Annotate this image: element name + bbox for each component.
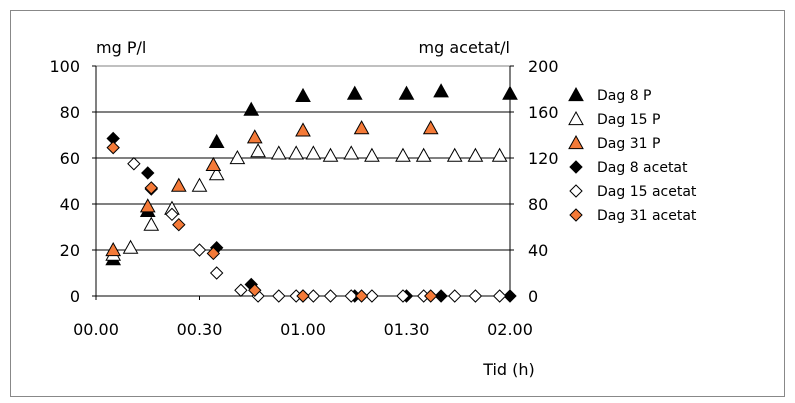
- legend-label: Dag 31 P: [597, 136, 660, 152]
- data-point: [433, 83, 449, 98]
- data-point: [354, 289, 369, 303]
- y-left-tick-label: 100: [49, 57, 80, 76]
- y-left-axis-label: mg P/l: [96, 38, 146, 57]
- data-point: [209, 266, 224, 280]
- legend-marker: [568, 110, 584, 126]
- data-point: [398, 85, 415, 100]
- legend-marker: [568, 86, 584, 102]
- legend-label: Dag 15 P: [597, 112, 660, 128]
- data-point: [122, 239, 139, 254]
- data-point: [144, 181, 158, 195]
- data-point: [353, 120, 370, 135]
- data-point: [229, 149, 246, 165]
- data-point: [165, 207, 179, 222]
- data-point: [424, 289, 438, 303]
- y-left-tick-label: 40: [60, 195, 80, 214]
- data-point: [270, 145, 287, 160]
- data-point: [446, 147, 463, 162]
- data-marks: [105, 83, 518, 303]
- data-point: [234, 283, 248, 297]
- y-right-tick-label: 160: [528, 103, 559, 122]
- data-point: [492, 289, 507, 303]
- data-point: [322, 147, 339, 162]
- plot-area: [95, 65, 511, 297]
- data-point: [305, 145, 322, 160]
- data-point: [468, 289, 483, 303]
- y-right-tick-label: 40: [528, 241, 548, 260]
- x-tick-label: 01.30: [384, 320, 430, 339]
- y-left-tick-label: 0: [70, 287, 80, 306]
- y-left-tick-label: 60: [60, 149, 80, 168]
- data-point: [295, 87, 311, 102]
- tick-labels: 0 20 40 60 80 100 0 40 80 120 160 200 00.00 00.30 01.0…: [49, 57, 558, 339]
- y-right-axis-label: mg acetat/l: [419, 38, 510, 57]
- x-tick-label: 01.00: [280, 320, 326, 339]
- data-point: [344, 289, 358, 303]
- data-point: [343, 145, 360, 160]
- data-point: [491, 147, 508, 162]
- data-point: [503, 289, 517, 303]
- data-point: [248, 283, 262, 297]
- data-point: [288, 145, 305, 160]
- data-point: [250, 143, 266, 158]
- legend-label: Dag 8 P: [597, 88, 652, 104]
- data-point: [415, 147, 432, 162]
- data-point: [448, 289, 462, 303]
- data-point: [502, 85, 518, 100]
- data-point: [206, 246, 221, 261]
- data-point: [106, 140, 120, 155]
- legend: Dag 8 P Dag 15 P Dag 31 P Dag 8 acetat Dag 1…: [568, 86, 697, 224]
- data-point: [208, 133, 225, 148]
- legend-label: Dag 31 acetat: [597, 208, 697, 224]
- legend-label: Dag 15 acetat: [597, 184, 697, 200]
- legend-marker: [569, 160, 583, 174]
- data-point: [306, 289, 321, 303]
- x-axis-label: Tid (h): [482, 360, 535, 379]
- data-point: [296, 289, 310, 303]
- legend-marker: [569, 208, 583, 222]
- data-point: [346, 85, 363, 100]
- legend-marker: [568, 134, 584, 150]
- data-point: [170, 177, 187, 192]
- y-right-tick-label: 0: [528, 287, 538, 306]
- x-tick-label: 00.30: [177, 320, 223, 339]
- y-right-tick-label: 200: [528, 57, 559, 76]
- data-point: [365, 289, 379, 303]
- data-point: [191, 177, 208, 192]
- y-left-tick-label: 80: [60, 103, 80, 122]
- chart-frame: [10, 10, 785, 397]
- data-point: [295, 122, 311, 137]
- data-point: [434, 289, 448, 303]
- data-point: [139, 198, 156, 213]
- legend-label: Dag 8 acetat: [597, 160, 688, 176]
- data-point: [395, 147, 411, 162]
- data-point: [467, 147, 484, 162]
- data-point: [143, 216, 160, 231]
- data-point: [272, 289, 286, 303]
- data-point: [208, 166, 225, 181]
- x-tick-label: 02.00: [487, 320, 533, 339]
- data-point: [205, 156, 222, 171]
- gridlines: [96, 111, 510, 251]
- data-point: [422, 120, 439, 135]
- legend-marker: [569, 184, 583, 198]
- data-point: [172, 217, 186, 232]
- data-point: [243, 101, 260, 116]
- y-right-tick-label: 80: [528, 195, 548, 214]
- x-tick-label: 00.00: [73, 320, 119, 339]
- data-point: [323, 289, 338, 303]
- data-point: [105, 241, 122, 257]
- data-point: [396, 289, 410, 303]
- data-point: [141, 166, 155, 180]
- y-left-tick-label: 20: [60, 241, 80, 260]
- data-point: [192, 243, 207, 257]
- data-point: [246, 129, 263, 144]
- data-point: [127, 157, 141, 171]
- data-point: [364, 147, 380, 162]
- y-right-tick-label: 120: [528, 149, 559, 168]
